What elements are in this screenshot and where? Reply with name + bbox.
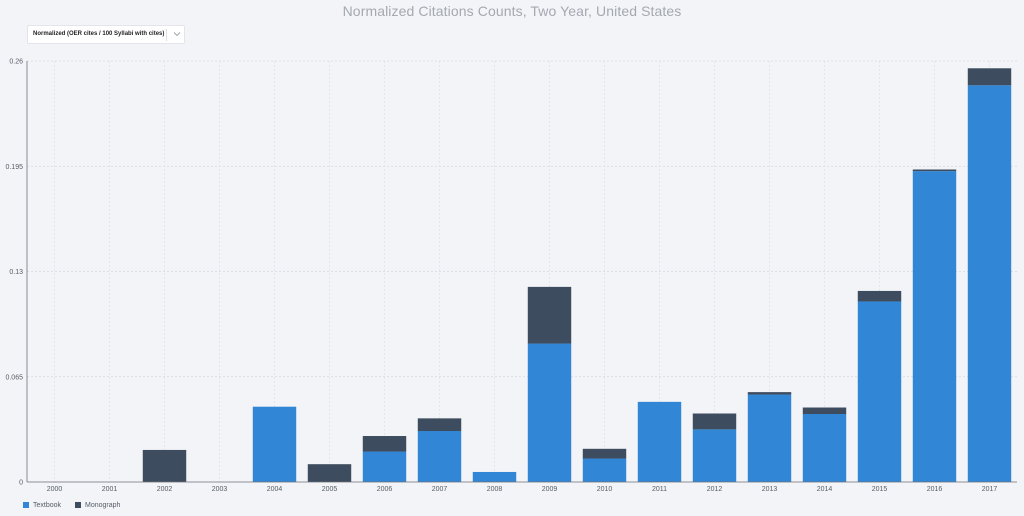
legend-label-monograph: Monograph	[85, 501, 121, 509]
bar-monograph-2005[interactable]	[307, 464, 352, 482]
metric-dropdown-value: Normalized (OER cites / 100 Syllabi with…	[33, 31, 165, 37]
x-tick-label: 2016	[927, 486, 943, 493]
x-tick-label: 2012	[707, 486, 723, 493]
x-tick-label: 2007	[432, 486, 448, 493]
chart-grid	[27, 60, 1017, 482]
y-tick-label: 0.195	[5, 164, 23, 171]
bar-monograph-2016[interactable]	[912, 169, 957, 172]
bar-textbook-2015[interactable]	[857, 301, 902, 482]
x-tick-label: 2013	[762, 486, 778, 493]
legend-item-textbook[interactable]: Textbook	[23, 502, 61, 509]
legend-swatch-textbook	[23, 502, 29, 508]
bar-textbook-2004[interactable]	[252, 406, 297, 482]
chart-legend: Textbook Monograph	[23, 500, 134, 510]
bar-monograph-2010[interactable]	[582, 448, 627, 459]
x-tick-label: 2004	[267, 486, 283, 493]
bar-monograph-2013[interactable]	[747, 392, 792, 395]
legend-swatch-monograph	[75, 502, 82, 508]
bar-monograph-2007[interactable]	[417, 418, 462, 431]
bar-textbook-2016[interactable]	[912, 171, 957, 482]
chart-bars	[142, 68, 1012, 483]
x-tick-label: 2011	[652, 486, 667, 493]
bar-textbook-2010[interactable]	[582, 458, 627, 482]
x-tick-label: 2015	[872, 486, 888, 493]
bar-textbook-2008[interactable]	[472, 471, 517, 482]
chart-title: Normalized Citations Counts, Two Year, U…	[342, 3, 682, 19]
x-tick-label: 2005	[322, 486, 338, 493]
x-tick-label: 2010	[597, 486, 613, 493]
bar-textbook-2014[interactable]	[802, 413, 847, 482]
bar-textbook-2011[interactable]	[637, 401, 682, 482]
x-tick-label: 2008	[487, 486, 503, 493]
metric-dropdown[interactable]: Normalized (OER cites / 100 Syllabi with…	[27, 25, 185, 44]
chevron-down-icon[interactable]	[173, 30, 181, 38]
bar-monograph-2017[interactable]	[967, 68, 1012, 86]
y-tick-label: 0.26	[9, 59, 23, 66]
bar-monograph-2006[interactable]	[362, 436, 407, 452]
bar-monograph-2015[interactable]	[857, 290, 902, 302]
x-tick-label: 2006	[377, 486, 393, 493]
y-tick-label: 0.065	[5, 374, 23, 381]
bar-monograph-2012[interactable]	[692, 413, 737, 430]
legend-item-monograph[interactable]: Monograph	[75, 502, 120, 509]
bar-textbook-2009[interactable]	[527, 343, 572, 482]
chart-axes: 0 0.065 0.13 0.195 0.26 2000 2001 2002 2003 2004 2…	[5, 59, 1017, 493]
x-tick-label: 2000	[47, 486, 63, 493]
bar-monograph-2002[interactable]	[142, 449, 187, 482]
x-tick-label: 2002	[157, 486, 173, 493]
x-tick-label: 2014	[817, 486, 833, 493]
dropdown-divider	[166, 29, 167, 41]
bar-textbook-2017[interactable]	[967, 85, 1012, 483]
bar-monograph-2014[interactable]	[802, 407, 847, 414]
y-tick-label: 0	[19, 480, 23, 487]
x-tick-label: 2001	[102, 486, 118, 493]
y-tick-label: 0.13	[9, 269, 23, 276]
bar-textbook-2013[interactable]	[747, 394, 792, 482]
x-tick-label: 2017	[982, 486, 998, 493]
x-tick-label: 2003	[212, 486, 228, 493]
x-tick-label: 2009	[542, 486, 558, 493]
bar-textbook-2012[interactable]	[692, 429, 737, 482]
bar-monograph-2009[interactable]	[527, 286, 572, 344]
legend-label-textbook: Textbook	[33, 501, 62, 509]
bar-textbook-2006[interactable]	[362, 451, 407, 482]
bar-textbook-2007[interactable]	[417, 430, 462, 482]
